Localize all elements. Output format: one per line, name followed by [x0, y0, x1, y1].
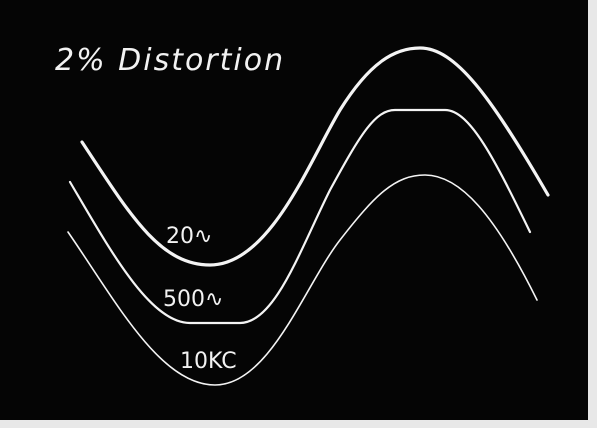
trace-label: 20∿ — [166, 224, 212, 249]
page: 2% Distortion 20∿ 500∿ 10KC (() => { con… — [0, 0, 597, 428]
scope-screen: 2% Distortion 20∿ 500∿ 10KC — [0, 0, 597, 428]
trace-label: 10KC — [180, 349, 237, 374]
edge-bottom — [0, 420, 597, 428]
trace-label: 500∿ — [163, 287, 223, 312]
title: 2% Distortion — [55, 43, 285, 78]
edge-right — [588, 0, 597, 428]
